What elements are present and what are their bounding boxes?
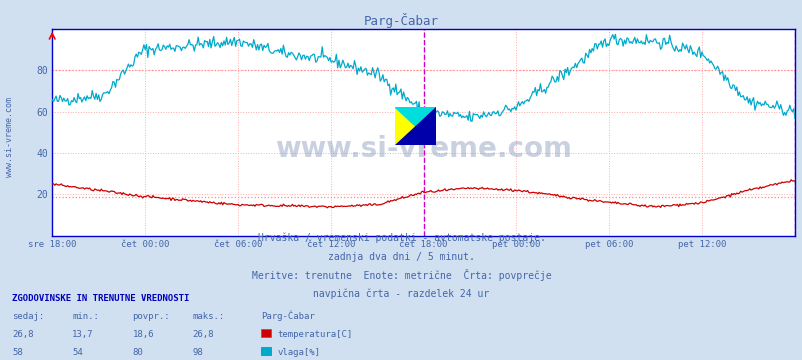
Text: 58: 58: [12, 348, 22, 357]
Text: zadnja dva dni / 5 minut.: zadnja dva dni / 5 minut.: [328, 252, 474, 262]
Text: sedaj:: sedaj:: [12, 312, 44, 321]
Text: 18,6: 18,6: [132, 330, 154, 339]
Polygon shape: [394, 107, 435, 145]
Text: www.si-vreme.com: www.si-vreme.com: [275, 135, 571, 163]
Text: 98: 98: [192, 348, 203, 357]
Polygon shape: [394, 107, 435, 145]
Text: maks.:: maks.:: [192, 312, 225, 321]
Polygon shape: [394, 107, 435, 145]
Text: navpična črta - razdelek 24 ur: navpična črta - razdelek 24 ur: [313, 289, 489, 300]
Text: 26,8: 26,8: [12, 330, 34, 339]
Text: temperatura[C]: temperatura[C]: [277, 330, 353, 339]
Text: Hrvaška / vremenski podatki - avtomatske postaje.: Hrvaška / vremenski podatki - avtomatske…: [257, 233, 545, 243]
Text: 26,8: 26,8: [192, 330, 214, 339]
Text: min.:: min.:: [72, 312, 99, 321]
Text: 54: 54: [72, 348, 83, 357]
Text: 80: 80: [132, 348, 143, 357]
Text: www.si-vreme.com: www.si-vreme.com: [5, 97, 14, 177]
Text: povpr.:: povpr.:: [132, 312, 170, 321]
Text: vlaga[%]: vlaga[%]: [277, 348, 321, 357]
Text: 13,7: 13,7: [72, 330, 94, 339]
Text: Meritve: trenutne  Enote: metrične  Črta: povprečje: Meritve: trenutne Enote: metrične Črta: …: [251, 269, 551, 281]
Text: Parg-Čabar: Parg-Čabar: [363, 13, 439, 28]
Text: ZGODOVINSKE IN TRENUTNE VREDNOSTI: ZGODOVINSKE IN TRENUTNE VREDNOSTI: [12, 294, 189, 303]
Text: Parg-Čabar: Parg-Čabar: [261, 310, 314, 321]
